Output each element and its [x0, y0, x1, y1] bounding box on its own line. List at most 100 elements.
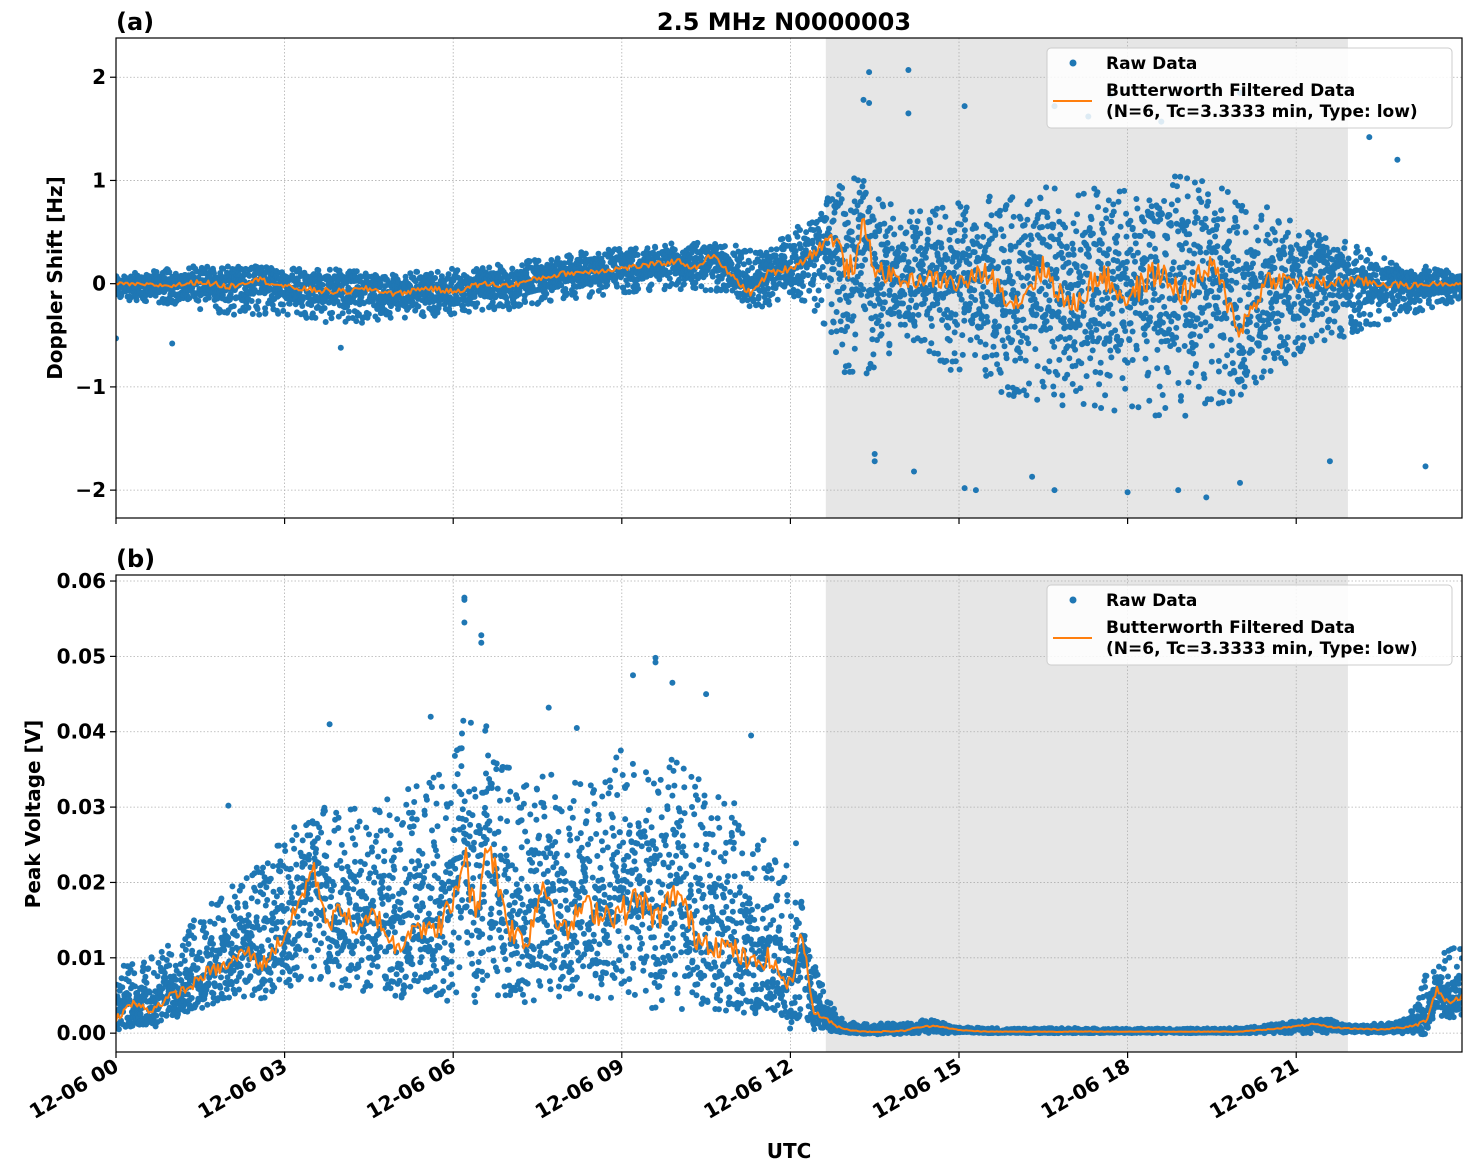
raw-data-point — [1304, 307, 1311, 314]
raw-data-point — [231, 311, 237, 318]
raw-data-point — [1206, 239, 1213, 246]
raw-data-point — [1274, 325, 1281, 332]
raw-data-point — [1249, 336, 1255, 343]
raw-data-point — [387, 314, 394, 321]
raw-data-point — [1049, 338, 1056, 345]
raw-data-point — [499, 303, 506, 310]
raw-data-point — [1151, 290, 1158, 297]
raw-data-point — [1299, 322, 1306, 329]
raw-data-point — [1152, 245, 1158, 252]
raw-data-point — [1070, 220, 1077, 227]
raw-data-point — [1180, 264, 1187, 271]
raw-data-point — [928, 323, 935, 329]
raw-data-point — [353, 268, 360, 275]
raw-data-point — [803, 229, 810, 236]
raw-data-point — [1253, 224, 1260, 231]
raw-data-point — [1234, 223, 1241, 230]
raw-data-point — [1020, 316, 1027, 323]
raw-data-point — [329, 309, 336, 316]
raw-data-point — [830, 217, 837, 224]
raw-data-point — [632, 245, 639, 252]
raw-data-point — [1348, 286, 1355, 293]
raw-data-point — [1000, 247, 1007, 254]
raw-data-point — [922, 296, 929, 303]
raw-data-point — [997, 207, 1004, 214]
raw-data-point — [195, 297, 202, 304]
raw-data-point — [1186, 231, 1193, 238]
raw-data-point — [917, 230, 924, 237]
raw-data-point — [875, 317, 882, 324]
raw-data-point — [1212, 233, 1219, 240]
raw-data-point — [1192, 209, 1199, 215]
raw-data-point — [681, 281, 687, 288]
raw-data-point — [1170, 259, 1177, 266]
raw-data-point — [983, 372, 990, 379]
raw-data-point — [869, 327, 876, 333]
raw-data-point — [1010, 213, 1017, 220]
raw-data-point — [1089, 347, 1096, 354]
raw-data-point — [1034, 396, 1041, 403]
raw-data-point — [1046, 297, 1053, 304]
raw-data-point — [990, 343, 997, 350]
raw-data-point — [1066, 334, 1073, 341]
raw-data-point — [1031, 323, 1038, 330]
raw-data-point — [1080, 309, 1087, 316]
raw-data-point — [1021, 222, 1028, 228]
raw-data-point — [989, 257, 996, 264]
raw-data-point — [1227, 336, 1234, 343]
raw-data-point — [1074, 314, 1081, 321]
raw-data-point — [1362, 269, 1369, 276]
raw-data-point — [827, 277, 834, 284]
raw-data-point — [1029, 291, 1036, 298]
raw-data-point — [1110, 268, 1116, 275]
raw-data-point — [993, 330, 1000, 337]
raw-data-point — [1164, 235, 1171, 242]
raw-data-point — [1186, 247, 1193, 254]
raw-data-point — [836, 288, 842, 295]
raw-data-point — [1140, 315, 1147, 322]
raw-data-point — [1057, 231, 1064, 238]
raw-data-point — [1308, 338, 1315, 345]
raw-data-point — [451, 310, 458, 317]
raw-data-point — [1185, 379, 1192, 386]
raw-data-point — [1230, 254, 1237, 261]
raw-data-point — [1089, 301, 1096, 308]
raw-data-point — [1177, 397, 1184, 404]
raw-data-point — [676, 276, 683, 283]
raw-data-point — [1171, 340, 1177, 347]
raw-data-point — [867, 286, 874, 293]
raw-data-point — [1126, 337, 1133, 344]
raw-data-point — [946, 337, 953, 344]
raw-data-point — [1240, 265, 1247, 272]
raw-data-point — [886, 340, 893, 347]
raw-data-point — [1123, 233, 1130, 240]
raw-data-point — [853, 208, 860, 215]
raw-data-point — [1093, 326, 1100, 333]
raw-data-point — [951, 329, 958, 336]
raw-data-point — [1222, 363, 1229, 370]
raw-data-point — [1046, 243, 1053, 250]
raw-data-point — [1322, 295, 1329, 302]
raw-data-point — [882, 233, 889, 240]
raw-data-point — [870, 216, 877, 223]
raw-data-point — [935, 350, 941, 357]
raw-data-point — [872, 255, 879, 262]
raw-data-point — [561, 260, 568, 267]
raw-data-point — [1315, 232, 1322, 238]
raw-data-point — [548, 257, 555, 263]
raw-data-point — [1156, 412, 1162, 419]
raw-data-point — [954, 238, 961, 244]
raw-data-point — [1127, 320, 1134, 327]
raw-data-point — [995, 264, 1002, 270]
raw-data-point — [1166, 212, 1173, 218]
raw-data-point — [850, 313, 857, 320]
raw-data-point — [374, 316, 381, 323]
raw-data-point — [833, 349, 839, 356]
raw-data-point — [595, 250, 602, 257]
raw-data-point — [224, 263, 231, 270]
raw-data-point — [1194, 315, 1201, 322]
raw-data-point — [315, 303, 322, 310]
raw-data-point — [1018, 274, 1025, 281]
raw-data-point — [1188, 318, 1195, 325]
raw-data-point — [1034, 363, 1041, 370]
